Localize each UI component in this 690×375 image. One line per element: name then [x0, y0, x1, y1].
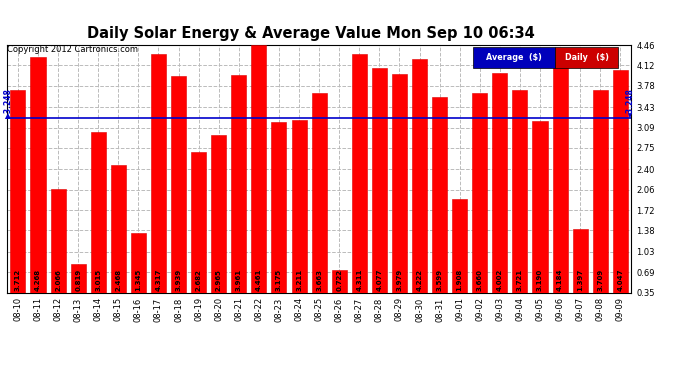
Text: Daily Solar Energy & Average Value Mon Sep 10 06:34: Daily Solar Energy & Average Value Mon S… — [87, 26, 534, 41]
Text: 4.002: 4.002 — [497, 269, 503, 291]
Bar — [231, 75, 246, 314]
Bar — [312, 93, 326, 314]
Text: 3.663: 3.663 — [316, 269, 322, 291]
Text: 3.721: 3.721 — [517, 269, 523, 291]
Text: 4.222: 4.222 — [417, 269, 422, 291]
Bar — [90, 132, 106, 314]
Text: Daily   ($): Daily ($) — [564, 53, 609, 62]
Bar — [573, 230, 588, 314]
Bar — [452, 199, 467, 314]
Bar — [352, 54, 367, 314]
Bar — [593, 90, 608, 314]
Text: 3.979: 3.979 — [397, 269, 402, 291]
Text: 3.660: 3.660 — [477, 269, 483, 291]
Bar — [332, 270, 347, 314]
Bar — [412, 59, 427, 314]
Text: ▶3.248: ▶3.248 — [3, 88, 12, 118]
Text: 4.311: 4.311 — [356, 269, 362, 291]
Text: 4.268: 4.268 — [35, 269, 41, 291]
Text: 1.908: 1.908 — [457, 269, 463, 291]
Text: 3.599: 3.599 — [437, 269, 442, 291]
Text: 0.819: 0.819 — [75, 269, 81, 291]
Bar — [50, 189, 66, 314]
Text: 4.317: 4.317 — [155, 269, 161, 291]
Bar — [492, 73, 507, 314]
Text: 4.461: 4.461 — [256, 269, 262, 291]
Bar — [171, 76, 186, 314]
Text: 3.939: 3.939 — [175, 269, 181, 291]
Text: 2.965: 2.965 — [216, 269, 221, 291]
Text: 4.047: 4.047 — [618, 269, 623, 291]
Text: ◄3.248: ◄3.248 — [626, 88, 635, 118]
Bar — [131, 232, 146, 314]
Text: 3.709: 3.709 — [598, 269, 603, 291]
Text: 2.682: 2.682 — [196, 269, 201, 291]
Bar — [10, 90, 26, 314]
Text: 3.015: 3.015 — [95, 269, 101, 291]
Text: 3.175: 3.175 — [276, 269, 282, 291]
Bar — [111, 165, 126, 314]
Bar — [432, 97, 447, 314]
Bar — [533, 122, 548, 314]
Text: 3.712: 3.712 — [15, 269, 21, 291]
Text: 2.066: 2.066 — [55, 269, 61, 291]
Text: Average  ($): Average ($) — [486, 53, 542, 62]
Text: 1.397: 1.397 — [577, 269, 583, 291]
Text: 4.077: 4.077 — [376, 269, 382, 291]
Text: Copyright 2012 Cartronics.com: Copyright 2012 Cartronics.com — [7, 45, 138, 54]
Text: 0.722: 0.722 — [336, 269, 342, 291]
Bar — [70, 264, 86, 314]
Bar — [472, 93, 487, 314]
Bar — [271, 122, 286, 314]
Text: 3.211: 3.211 — [296, 269, 302, 291]
Text: 4.184: 4.184 — [557, 269, 563, 291]
Bar — [30, 57, 46, 314]
Bar — [613, 70, 628, 314]
Text: 3.961: 3.961 — [236, 269, 241, 291]
Bar — [553, 62, 568, 314]
Bar — [291, 120, 306, 314]
Bar — [151, 54, 166, 314]
Bar — [392, 74, 407, 314]
Text: 2.468: 2.468 — [115, 269, 121, 291]
Bar — [513, 90, 527, 314]
Bar — [191, 152, 206, 314]
Bar — [251, 45, 266, 314]
Bar — [372, 68, 387, 314]
Text: 3.190: 3.190 — [537, 269, 543, 291]
Text: 1.345: 1.345 — [135, 269, 141, 291]
Bar — [211, 135, 226, 314]
